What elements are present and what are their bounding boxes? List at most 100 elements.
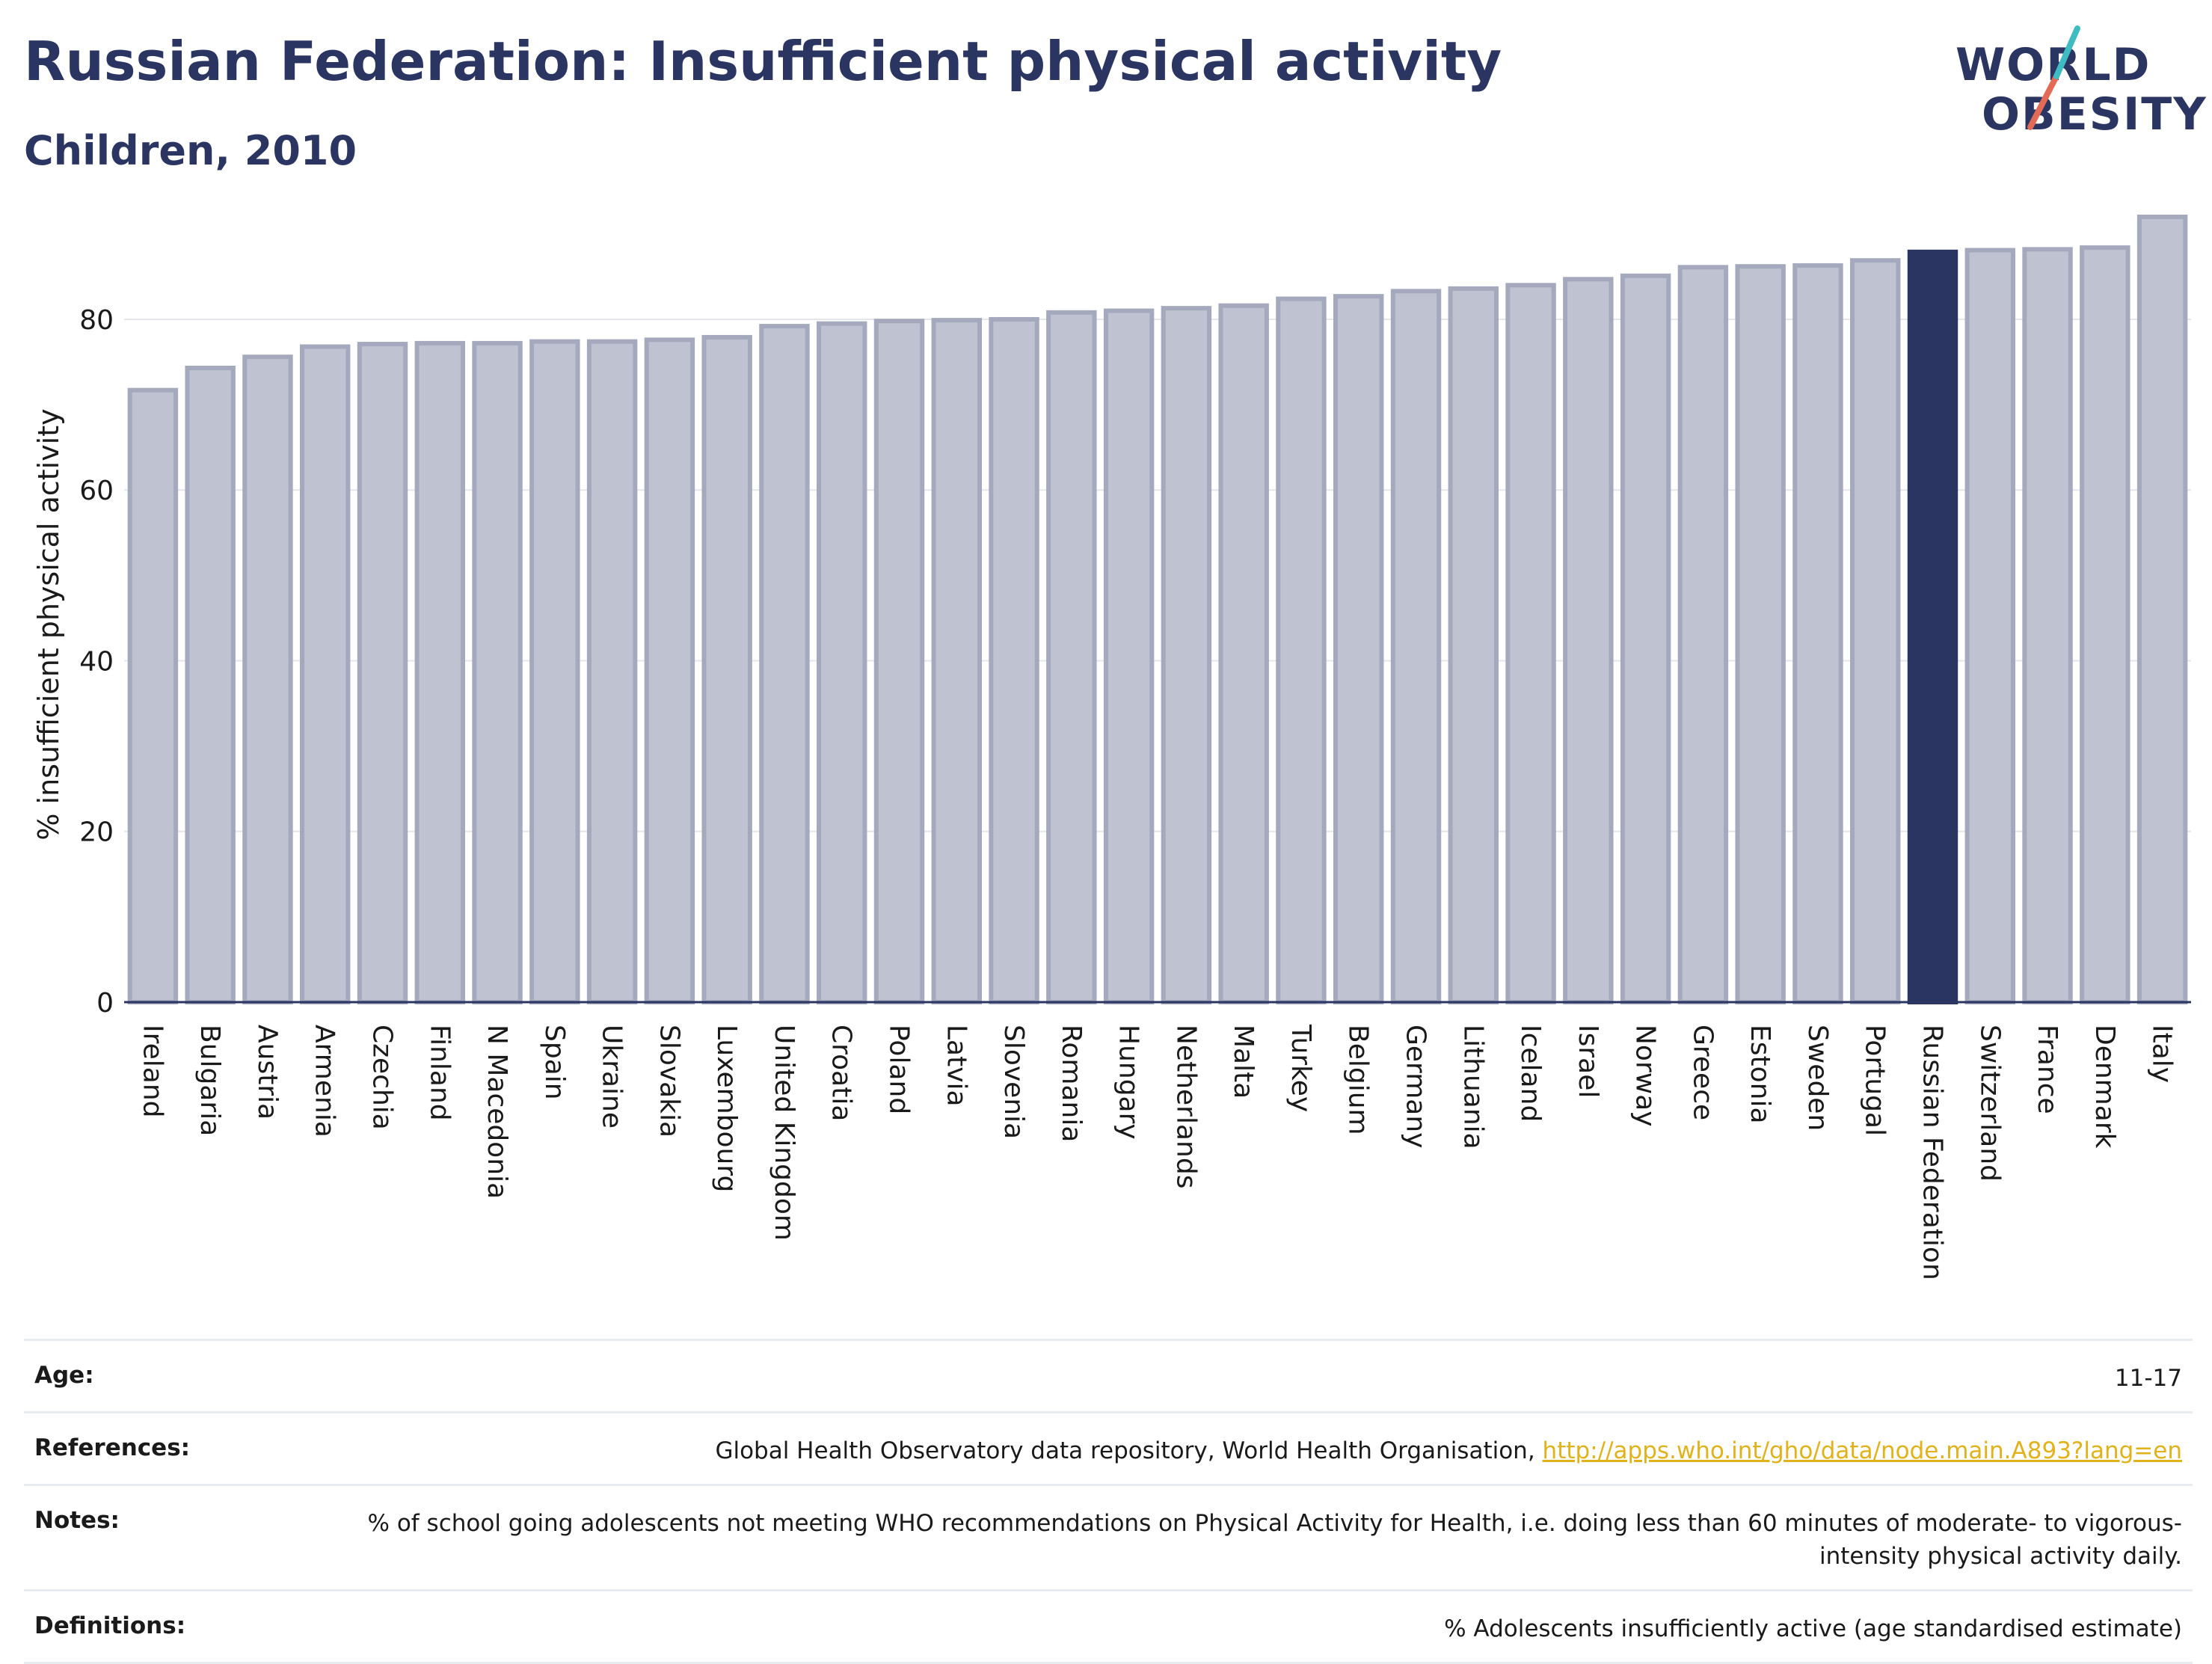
world-obesity-logo: WORLD OBESITY bbox=[1952, 22, 2206, 157]
bar bbox=[1046, 310, 1097, 1004]
x-tick-label: Luxembourg bbox=[711, 1025, 742, 1192]
bar bbox=[185, 366, 236, 1004]
reference-text: Global Health Observatory data repositor… bbox=[715, 1437, 1543, 1464]
x-tick-label: Israel bbox=[1573, 1025, 1603, 1098]
x-tick-label: United Kingdom bbox=[769, 1025, 799, 1241]
x-tick-label: Estonia bbox=[1745, 1025, 1775, 1124]
x-tick-label: Latvia bbox=[941, 1025, 971, 1107]
x-tick-label: Bulgaria bbox=[194, 1025, 225, 1136]
chart-subtitle: Children, 2010 bbox=[24, 127, 357, 174]
x-tick-label: Russian Federation bbox=[1917, 1025, 1948, 1280]
logo-word-obesity: OBESITY bbox=[1982, 88, 2208, 141]
grid-lines bbox=[124, 318, 2191, 832]
info-label: References: bbox=[34, 1434, 191, 1461]
bar bbox=[1218, 303, 1269, 1004]
bar bbox=[2080, 245, 2130, 1004]
info-value: 11-17 bbox=[2114, 1365, 2182, 1392]
x-tick-label: Hungary bbox=[1113, 1025, 1144, 1140]
x-tick-label: Czechia bbox=[367, 1025, 398, 1130]
x-tick-label: Ireland bbox=[137, 1025, 168, 1118]
bar bbox=[357, 342, 408, 1005]
x-tick-label: France bbox=[2032, 1025, 2062, 1114]
bar bbox=[817, 321, 867, 1005]
x-tick-label: Belgium bbox=[1343, 1025, 1374, 1135]
y-tick-label: 0 bbox=[96, 988, 114, 1019]
chart-title: Russian Federation: Insufficient physica… bbox=[24, 30, 1502, 93]
info-value: Global Health Observatory data repositor… bbox=[715, 1434, 2182, 1467]
bar bbox=[989, 316, 1039, 1004]
bar bbox=[127, 387, 179, 1004]
info-value: % Adolescents insufficiently active (age… bbox=[1444, 1615, 2182, 1642]
info-row-references: References: Global Health Observatory da… bbox=[24, 1411, 2193, 1484]
bar bbox=[759, 324, 810, 1004]
y-tick-label: 20 bbox=[79, 817, 114, 848]
bar bbox=[586, 339, 638, 1004]
y-tick-label: 40 bbox=[79, 646, 114, 677]
bar bbox=[701, 334, 752, 1005]
bar bbox=[242, 354, 293, 1005]
bar bbox=[1792, 263, 1843, 1005]
x-tick-label: Croatia bbox=[826, 1025, 857, 1121]
info-label: Notes: bbox=[34, 1507, 120, 1534]
info-row-definitions: Definitions: % Adolescents insufficientl… bbox=[24, 1589, 2193, 1664]
y-tick-label: 80 bbox=[79, 305, 114, 336]
y-axis-label: % insufficient physical activity bbox=[32, 408, 65, 840]
bars bbox=[127, 215, 2188, 1005]
bar bbox=[1448, 286, 1499, 1004]
bar bbox=[300, 344, 351, 1004]
bar bbox=[1850, 258, 1901, 1004]
x-tick-label: Malta bbox=[1228, 1025, 1259, 1099]
x-tick-label: Lithuania bbox=[1457, 1025, 1488, 1149]
bar bbox=[1103, 308, 1155, 1005]
bar bbox=[529, 339, 580, 1004]
info-label: Definitions: bbox=[34, 1612, 186, 1639]
bar bbox=[1620, 273, 1671, 1004]
x-tick-label: Netherlands bbox=[1170, 1025, 1201, 1188]
bar bbox=[2136, 215, 2188, 1004]
bar bbox=[1964, 248, 2015, 1004]
bar bbox=[472, 340, 523, 1005]
x-tick-label: Italy bbox=[2147, 1025, 2178, 1083]
x-tick-label: N Macedonia bbox=[482, 1025, 512, 1199]
bar bbox=[873, 319, 925, 1004]
reference-link[interactable]: http://apps.who.int/gho/data/node.main.A… bbox=[1542, 1437, 2182, 1464]
x-tick-label: Ukraine bbox=[597, 1025, 627, 1129]
bar bbox=[1563, 277, 1614, 1004]
bar bbox=[1677, 265, 1729, 1004]
x-tick-label: Poland bbox=[884, 1025, 915, 1114]
x-tick-label: Finland bbox=[424, 1025, 455, 1121]
x-tick-label: Slovakia bbox=[654, 1025, 684, 1138]
bar bbox=[1276, 296, 1327, 1004]
x-tick-label: Spain bbox=[539, 1025, 570, 1100]
info-label: Age: bbox=[34, 1362, 94, 1389]
info-table: Age: 11-17 References: Global Health Obs… bbox=[24, 1339, 2193, 1664]
bar bbox=[2022, 247, 2073, 1004]
x-tick-label: Greece bbox=[1687, 1025, 1718, 1120]
bar bbox=[931, 318, 982, 1004]
info-row-age: Age: 11-17 bbox=[24, 1339, 2193, 1411]
logo-slash-icon bbox=[2027, 25, 2080, 130]
x-tick-label: Germany bbox=[1401, 1025, 1431, 1148]
y-tick-label: 60 bbox=[79, 476, 114, 506]
x-tick-label: Portugal bbox=[1860, 1025, 1890, 1136]
info-row-notes: Notes: % of school going adolescents not… bbox=[24, 1484, 2193, 1589]
x-tick-label: Turkey bbox=[1285, 1024, 1316, 1112]
x-tick-label: Sweden bbox=[1802, 1025, 1833, 1131]
axes: 0 20 40 60 80 Ireland Bulgaria Austria Armenia Cz… bbox=[79, 305, 2191, 1280]
bar bbox=[1161, 306, 1212, 1004]
bar bbox=[1333, 294, 1384, 1004]
bar bbox=[1505, 283, 1556, 1005]
bar bbox=[1390, 289, 1442, 1005]
x-tick-label: Austria bbox=[252, 1025, 283, 1120]
bar bbox=[1907, 249, 1958, 1005]
bar-chart: 0 20 40 60 80 Ireland Bulgaria Austria Armenia Cz… bbox=[32, 215, 2191, 1280]
info-value: % of school going adolescents not meetin… bbox=[367, 1510, 2182, 1570]
x-tick-label: Romania bbox=[1056, 1025, 1087, 1142]
bar bbox=[1735, 264, 1786, 1004]
x-tick-label: Iceland bbox=[1515, 1025, 1546, 1122]
x-tick-label: Armenia bbox=[310, 1025, 340, 1138]
x-tick-label: Denmark bbox=[2089, 1025, 2120, 1149]
x-tick-label: Slovenia bbox=[998, 1025, 1029, 1139]
bar bbox=[414, 340, 465, 1005]
bar bbox=[644, 337, 695, 1004]
